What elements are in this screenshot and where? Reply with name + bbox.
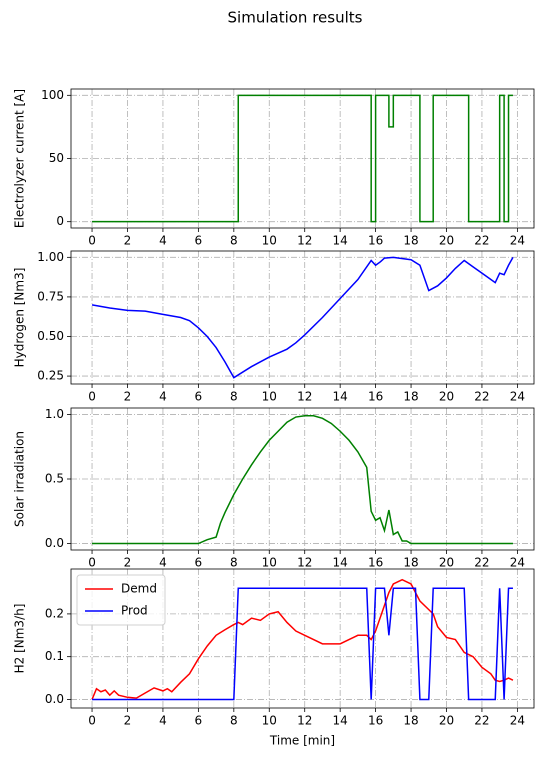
axes-frame [70, 407, 535, 551]
y-tick-label: 0.5 [45, 472, 64, 486]
x-tick-label: 18 [403, 556, 418, 570]
x-tick-label: 2 [124, 234, 132, 248]
x-tick-label: 14 [333, 714, 348, 728]
axes-frame [70, 88, 535, 229]
x-tick-label: 24 [510, 234, 525, 248]
y-tick-label: 0.1 [45, 649, 64, 663]
x-tick-label: 24 [510, 390, 525, 404]
data-line [92, 94, 513, 223]
y-axis-label: Solar irradiation [13, 431, 27, 527]
x-tick-label: 6 [195, 714, 203, 728]
x-tick-label: 12 [297, 556, 312, 570]
x-tick-label: 16 [368, 714, 383, 728]
x-tick-label: 16 [368, 556, 383, 570]
x-tick-label: 0 [88, 556, 96, 570]
x-tick-label: 20 [439, 714, 454, 728]
x-tick-label: 12 [297, 390, 312, 404]
x-tick-label: 22 [474, 714, 489, 728]
x-tick-label: 10 [262, 234, 277, 248]
x-tick-label: 16 [368, 390, 383, 404]
x-tick-label: 18 [403, 234, 418, 248]
x-tick-label: 18 [403, 714, 418, 728]
x-tick-label: 22 [474, 234, 489, 248]
y-tick-label: 0.0 [45, 692, 64, 706]
y-axis-label: Hydrogen [Nm3] [13, 268, 27, 368]
x-tick-label: 20 [439, 556, 454, 570]
data-line [91, 578, 514, 700]
x-tick-label: 0 [88, 390, 96, 404]
data-line [92, 587, 513, 701]
x-tick-label: 8 [230, 234, 238, 248]
x-tick-label: 16 [368, 234, 383, 248]
x-tick-label: 4 [159, 234, 167, 248]
x-tick-label: 14 [333, 556, 348, 570]
y-tick-label: 0.25 [37, 369, 64, 383]
x-tick-label: 10 [262, 390, 277, 404]
axes-frame [70, 568, 535, 709]
x-tick-label: 18 [403, 390, 418, 404]
data-line [92, 414, 513, 545]
y-tick-label: 1.0 [45, 407, 64, 421]
x-tick-label: 10 [262, 556, 277, 570]
legend-label: Demd [121, 582, 157, 596]
legend-label: Prod [121, 604, 148, 618]
x-tick-label: 6 [195, 390, 203, 404]
x-tick-label: 6 [195, 234, 203, 248]
x-tick-label: 14 [333, 390, 348, 404]
x-tick-label: 2 [124, 556, 132, 570]
y-tick-label: 1.00 [37, 250, 64, 264]
y-tick-label: 0.0 [45, 536, 64, 550]
y-tick-label: 0.2 [45, 606, 64, 620]
figure-title: Simulation results [228, 9, 363, 27]
x-tick-label: 2 [124, 390, 132, 404]
x-tick-label: 24 [510, 556, 525, 570]
x-tick-label: 8 [230, 390, 238, 404]
x-tick-label: 4 [159, 556, 167, 570]
x-tick-label: 12 [297, 234, 312, 248]
y-axis-label: H2 [Nm3/h] [13, 604, 27, 674]
data-line [91, 256, 514, 379]
x-tick-label: 4 [159, 714, 167, 728]
y-axis-label: Electrolyzer current [A] [13, 89, 27, 228]
x-tick-label: 10 [262, 714, 277, 728]
y-tick-label: 0.50 [37, 329, 64, 343]
legend-box [76, 574, 166, 626]
x-tick-label: 14 [333, 234, 348, 248]
x-tick-label: 22 [474, 556, 489, 570]
x-tick-label: 8 [230, 556, 238, 570]
y-tick-label: 0.75 [37, 289, 64, 303]
y-tick-label: 50 [49, 151, 64, 165]
x-tick-label: 0 [88, 714, 96, 728]
y-tick-label: 100 [41, 88, 64, 102]
x-tick-label: 20 [439, 390, 454, 404]
x-tick-label: 22 [474, 390, 489, 404]
axes-frame [70, 250, 535, 385]
x-tick-label: 20 [439, 234, 454, 248]
x-tick-label: 12 [297, 714, 312, 728]
x-tick-label: 2 [124, 714, 132, 728]
y-tick-label: 0 [56, 214, 64, 228]
x-tick-label: 6 [195, 556, 203, 570]
x-tick-label: 24 [510, 714, 525, 728]
x-tick-label: 4 [159, 390, 167, 404]
x-tick-label: 8 [230, 714, 238, 728]
x-tick-label: 0 [88, 234, 96, 248]
x-axis-label: Time [min] [269, 734, 335, 748]
